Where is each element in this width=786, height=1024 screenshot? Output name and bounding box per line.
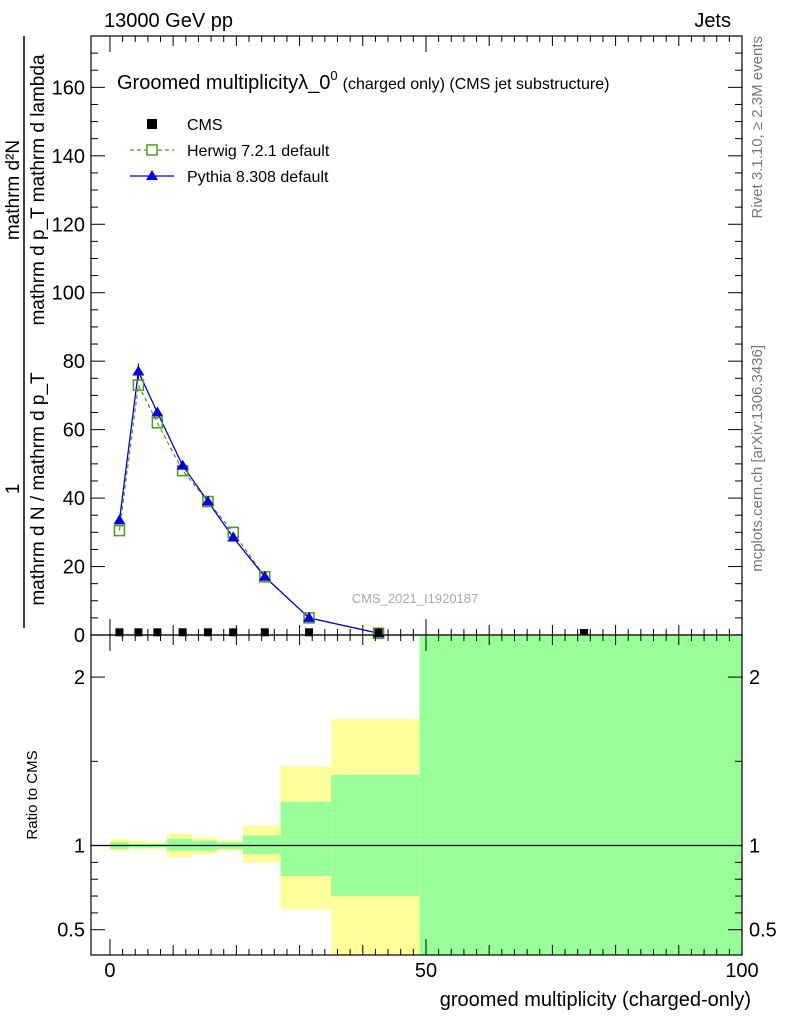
y-tick-label: 120: [52, 214, 85, 236]
ratio-y-tick-label: 1: [74, 836, 85, 858]
y-tick-label: 100: [52, 283, 85, 305]
ratio-band-inner: [242, 835, 281, 854]
ratio-band-inner: [166, 838, 193, 851]
legend: CMS Herwig 7.2.1 default Pythia 8.308 defa…: [130, 117, 330, 186]
cms-point: [178, 628, 187, 637]
pythia-point: [303, 611, 316, 622]
cms-point: [115, 628, 124, 637]
header-right: Jets: [694, 10, 731, 32]
legend-marker-herwig: [146, 144, 158, 156]
main-title-superscript: 0: [330, 68, 337, 83]
cms-point: [374, 628, 383, 637]
y-tick-label: 40: [63, 488, 85, 510]
pythia-point: [258, 570, 271, 581]
cms-point: [203, 628, 212, 637]
legend-label: CMS: [187, 117, 223, 134]
mcplots-label: mcplots.cern.ch [arXiv:1306.3436]: [749, 345, 766, 572]
ratio-ylabel: Ratio to CMS: [24, 750, 41, 839]
cms-point: [305, 628, 314, 637]
pythia-point: [201, 495, 214, 506]
legend-marker-pythia: [146, 170, 158, 180]
x-tick-label: 0: [104, 960, 115, 982]
ratio-panel-frame: [90, 634, 743, 956]
y-tick-label: 160: [52, 77, 85, 99]
x-tick-label: 50: [415, 960, 437, 982]
ylabel-denominator: mathrm d N / mathrm d p_T: [28, 372, 49, 606]
main-title: Groomed multiplicityλ_00 (charged only) (…: [117, 68, 609, 94]
pythia-point: [151, 406, 164, 417]
main-y-ticks: 0 20 40 60 80 100 120 140 160: [52, 52, 742, 647]
ratio-y-tick-label-right: 0.5: [749, 920, 777, 942]
x-tick-label: 100: [725, 960, 758, 982]
ratio-y-tick-label-right: 1: [749, 836, 760, 858]
ratio-y-ticks: 0.5 0.5 1 1 2 2: [57, 667, 777, 942]
herwig-point: [151, 417, 164, 429]
pythia-point: [132, 365, 145, 376]
main-series: [113, 363, 588, 640]
legend-marker-cms: [147, 119, 157, 129]
cms-point: [153, 628, 162, 637]
pythia-point: [227, 531, 240, 542]
ratio-band-inner: [280, 801, 332, 876]
cms-point: [579, 629, 588, 637]
main-ylabel: mathrm d²N mathrm d p_T mathrm d lambda …: [3, 36, 49, 628]
ratio-y-tick-label: 0.5: [57, 920, 85, 942]
watermark: CMS_2021_I1920187: [352, 591, 479, 606]
legend-label: Pythia 8.308 default: [187, 169, 329, 186]
y-tick-label: 60: [63, 420, 85, 442]
ylabel-factor: 1: [3, 484, 24, 495]
ylabel-numerator-bottom: mathrm d p_T mathrm d lambda: [28, 54, 49, 325]
cms-point: [134, 628, 143, 637]
legend-label: Herwig 7.2.1 default: [187, 143, 330, 160]
herwig-point: [132, 379, 145, 391]
y-tick-label: 0: [74, 625, 85, 647]
main-title-suffix: (charged only) (CMS jet substructure): [343, 76, 610, 93]
ratio-y-tick-label: 2: [74, 667, 85, 689]
ratio-y-tick-label-right: 2: [749, 667, 760, 689]
ratio-band-inner: [331, 774, 420, 897]
header-left: 13000 GeV pp: [104, 10, 233, 32]
y-tick-label: 20: [63, 557, 85, 579]
cms-point: [260, 628, 269, 637]
ratio-panel: 0.5 0.5 1 1 2 2 0 50 100 Ratio to CMS groomed m…: [24, 634, 777, 1011]
x-axis-label: groomed multiplicity (charged-only): [440, 989, 751, 1011]
pythia-point: [113, 514, 126, 525]
pythia-point: [176, 459, 189, 470]
rivet-label: Rivet 3.1.10, ≥ 2.3M events: [749, 36, 766, 219]
y-tick-label: 140: [52, 146, 85, 168]
ylabel-numerator-top: mathrm d²N: [3, 140, 24, 240]
main-title-text: Groomed multiplicityλ_0: [117, 72, 330, 94]
ratio-bands: [109, 635, 742, 955]
cms-point: [229, 628, 238, 637]
herwig-line: [118, 383, 379, 634]
y-tick-label: 80: [63, 351, 85, 373]
herwig-point: [113, 524, 126, 537]
ratio-band-inner: [419, 635, 742, 955]
ratio-x-ticks: 0 50 100: [104, 635, 759, 982]
